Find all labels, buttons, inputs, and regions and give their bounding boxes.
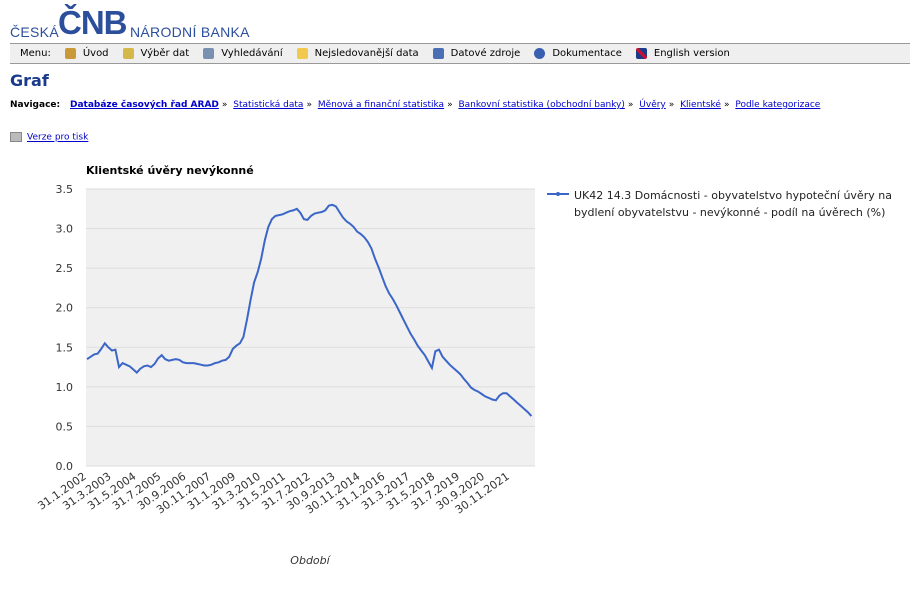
plot-area: [86, 189, 535, 466]
breadcrumb-link[interactable]: Úvěry: [639, 100, 666, 110]
menu-text: Datové zdroje: [450, 48, 521, 59]
chart-title: Klientské úvěry nevýkonné: [86, 164, 254, 177]
menu-text: Výběr dat: [140, 48, 190, 59]
separator: »: [668, 100, 675, 110]
menu-text: Nejsledovanější data: [314, 48, 419, 59]
y-tick-label: 1.5: [56, 341, 74, 354]
breadcrumb-link[interactable]: Podle kategorizace: [735, 100, 821, 110]
breadcrumb-link[interactable]: Databáze časových řad ARAD: [70, 100, 219, 110]
y-tick-label: 2.0: [56, 302, 74, 315]
separator: »: [306, 100, 312, 110]
menu-text: Dokumentace: [552, 48, 622, 59]
menu-item[interactable]: Dokumentace: [534, 48, 622, 59]
breadcrumb-label: Navigace:: [10, 100, 61, 110]
separator: »: [627, 100, 634, 110]
chart: Klientské úvěry nevýkonné Období 0.0 0.5 1…: [35, 164, 569, 567]
logo-text: NÁRODNÍ BANKA: [130, 24, 250, 40]
y-tick-label: 0.5: [56, 420, 74, 433]
separator: »: [447, 100, 453, 110]
menu-item[interactable]: Úvod: [64, 48, 109, 59]
breadcrumb-link[interactable]: Měnová a finanční statistika: [317, 100, 445, 110]
menu-label: Menu:: [20, 48, 51, 59]
y-tick-label: 1.0: [56, 381, 74, 394]
menu-text: English version: [653, 48, 730, 59]
y-tick-label: 0.0: [56, 460, 74, 473]
menu-item[interactable]: Nejsledovanější data: [296, 48, 419, 59]
menu-item[interactable]: Datové zdroje: [432, 48, 521, 59]
separator: »: [723, 100, 730, 110]
menu-item[interactable]: Výběr dat: [122, 48, 190, 59]
breadcrumb-link[interactable]: Statistická data: [233, 100, 304, 110]
print-link[interactable]: Verze pro tisk: [27, 132, 89, 143]
logo-mark: ČNB: [58, 4, 127, 41]
menu-text: Úvod: [82, 48, 109, 59]
breadcrumb-link[interactable]: Klientské: [680, 100, 721, 110]
legend-text: UK42 14.3 Domácnosti - obyvatelstvo hypo…: [574, 189, 892, 219]
menu-text: Vyhledávání: [221, 48, 283, 59]
menu-item[interactable]: Vyhledávání: [203, 48, 283, 59]
data-line: [86, 203, 533, 417]
y-tick-label: 3.0: [56, 223, 74, 236]
menu-bar: Menu: Úvod Výběr dat Vyhledávání Nejsled…: [10, 43, 910, 64]
logo-text: ČESKÁ: [10, 24, 59, 40]
page-title: Graf: [10, 71, 49, 90]
separator: »: [221, 100, 228, 110]
breadcrumb-link[interactable]: Bankovní statistika (obchodní banky): [458, 100, 625, 110]
y-tick-label: 3.5: [56, 183, 74, 196]
breadcrumb: Navigace: Databáze časových řad ARAD» St…: [10, 100, 823, 110]
legend-swatch-dot: [556, 192, 560, 196]
y-tick-label: 2.5: [56, 262, 74, 275]
print-version[interactable]: Verze pro tisk: [10, 132, 88, 143]
x-axis-label: Období: [290, 554, 331, 567]
menu-item[interactable]: English version: [635, 48, 730, 59]
